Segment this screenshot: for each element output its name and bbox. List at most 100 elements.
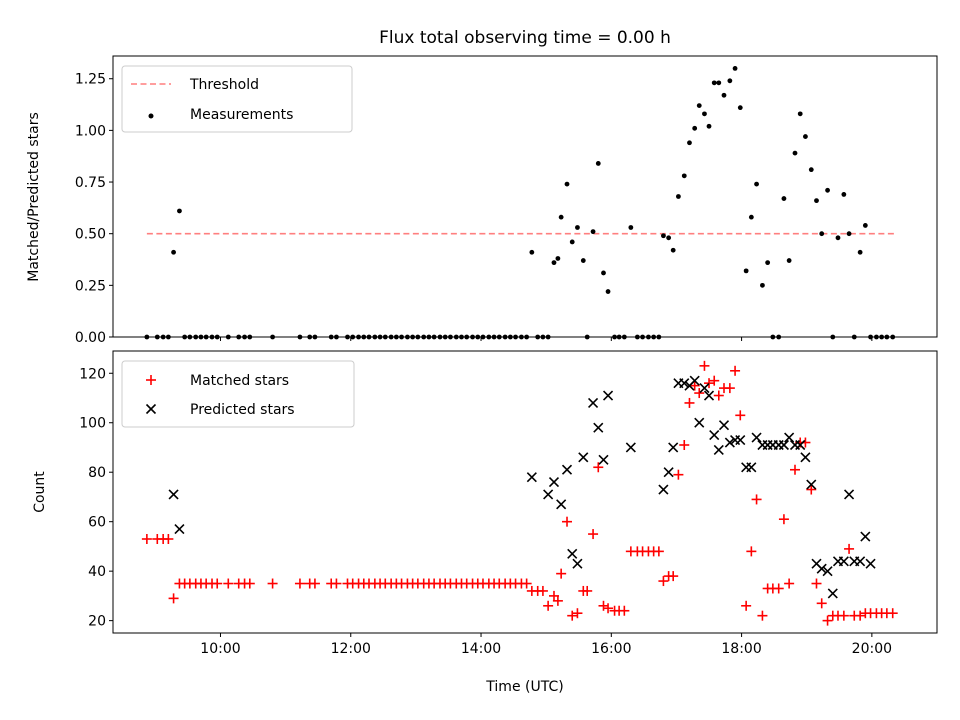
measurements-point [846, 231, 852, 237]
predicted-stars-point [800, 452, 811, 463]
predicted-stars-point-b [663, 467, 674, 478]
legend-matched-label: Matched stars [190, 373, 289, 389]
predicted-stars-point-b [556, 499, 567, 510]
predicted-stars-point [572, 558, 583, 569]
measurements-point [825, 187, 830, 193]
measurements-point [727, 78, 733, 84]
measurements-point [702, 111, 707, 117]
predicted-stars-point [822, 566, 833, 577]
matched-stars-point [773, 583, 784, 594]
measurements-point [743, 268, 749, 274]
predicted-stars-point-b [713, 444, 724, 456]
predicted-stars-point [598, 454, 609, 465]
legend-predicted-swatch [145, 403, 157, 415]
predicted-stars-point [827, 588, 838, 599]
predicted-stars-point-b [602, 390, 614, 401]
measurements-point [862, 223, 868, 228]
predicted-stars-point-b [548, 477, 560, 488]
bottom-x-axis: 10:00 12:00 14:00 16:00 18:00 20:00 [200, 633, 892, 657]
matched-stars-point [267, 578, 278, 589]
matched-stars-point [598, 600, 609, 611]
predicted-stars-point [718, 420, 730, 431]
measurements-point [628, 225, 634, 230]
predicted-stars-point-b [561, 464, 573, 475]
predicted-stars-point-b [800, 452, 811, 463]
top-plot-frame [112, 55, 938, 338]
predicted-stars-point [567, 548, 578, 559]
bottom-y-axis: 20 40 60 80 100 120 [79, 366, 113, 630]
measurements-point [681, 173, 687, 179]
predicted-stars-point [663, 467, 674, 478]
matched-stars-point [294, 578, 305, 589]
measurements-point [760, 282, 765, 288]
predicted-stars-point-b [703, 390, 715, 401]
predicted-stars-point-b [567, 548, 578, 559]
predicted-stars-point [838, 556, 849, 567]
predicted-stars-point [709, 430, 720, 441]
measurements-point [595, 161, 601, 166]
matched-stars-point [309, 578, 320, 589]
matched-stars-point [806, 484, 817, 495]
predicted-stars-point-b [751, 432, 762, 443]
predicted-stars-point [843, 489, 855, 500]
measurements-point [177, 208, 182, 214]
predicted-stars-point [689, 375, 700, 386]
matched-stars-point [212, 578, 223, 589]
measurements-point [808, 167, 814, 173]
matched-stars-point [811, 578, 822, 589]
predicted-stars-point [816, 563, 827, 574]
predicted-stars-point-b [588, 397, 599, 409]
measurements-point [558, 214, 564, 220]
predicted-stars-point [543, 489, 554, 500]
measurements-point [721, 92, 727, 98]
predicted-stars-point [679, 378, 690, 389]
matched-stars-point [730, 365, 741, 376]
matched-stars-point [689, 380, 700, 391]
predicted-stars-point-b [668, 442, 679, 453]
bottom-legend: Matched stars Predicted stars [121, 360, 355, 428]
predicted-stars-point-b [778, 439, 789, 451]
matched-stars-point [816, 598, 827, 609]
matched-stars-point [552, 595, 563, 606]
bottom-x-tick-label: 20:00 [852, 641, 892, 657]
predicted-stars-point [865, 558, 876, 569]
measurements-point [797, 111, 803, 117]
top-y-tick-label: 1.00 [75, 123, 106, 139]
predicted-stars-point-b [865, 558, 876, 569]
bottom-x-tick-label: 16:00 [591, 641, 631, 657]
predicted-stars-point [526, 472, 537, 483]
top-legend: Threshold Measurements [121, 65, 353, 133]
predicted-stars-point-b [806, 479, 817, 490]
bottom-plot-frame [112, 350, 938, 634]
bottom-y-axis-label: Count [32, 471, 48, 513]
measurements-point [529, 249, 535, 255]
matched-stars-point [789, 464, 800, 475]
measurements-point [732, 65, 738, 71]
top-legend-box [121, 65, 353, 133]
matched-stars-point [694, 388, 705, 399]
matched-stars-point [593, 462, 604, 473]
predicted-stars-point-b [709, 430, 720, 441]
predicted-stars-point [703, 390, 715, 401]
top-y-tick-label: 0.75 [75, 175, 106, 191]
measurements-point [171, 249, 176, 255]
matched-stars-point [684, 397, 695, 408]
matched-stars-point [751, 494, 762, 505]
measurements-point [564, 181, 570, 187]
matched-stars-point [521, 578, 532, 589]
top-x-ticks [219, 337, 873, 341]
predicted-stars-point-b [658, 484, 669, 495]
predicted-stars-point-b [822, 566, 833, 577]
predicted-stars-point-b [784, 432, 795, 443]
matched-stars-point [168, 593, 179, 604]
measurements-point [666, 235, 672, 241]
bottom-y-tick-label: 20 [88, 614, 106, 630]
legend-matched-swatch [146, 375, 156, 385]
top-y-axis-label: Matched/Predicted stars [26, 112, 42, 282]
matched-stars-point [556, 568, 567, 579]
matched-stars-point [679, 440, 690, 450]
matched-stars-point [673, 469, 684, 480]
predicted-stars-point [751, 432, 762, 443]
measurements-point [841, 192, 847, 197]
